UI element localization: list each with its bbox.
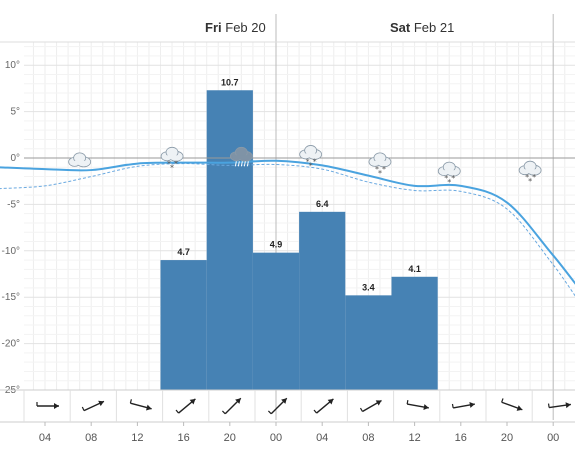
wind-arrow-icon	[129, 399, 152, 411]
svg-text:*: *	[375, 165, 379, 174]
day-label-sat: Sat Feb 21	[390, 20, 454, 35]
y-tick-label: 5°	[10, 107, 20, 118]
wind-arrow-icon	[81, 400, 105, 412]
x-tick-label: 08	[85, 432, 97, 444]
x-tick-label: 16	[455, 432, 467, 444]
y-tick-label: -20°	[2, 339, 20, 350]
svg-text:*: *	[525, 173, 529, 182]
precipitation-bar	[252, 252, 300, 390]
bar-value-label: 4.1	[408, 264, 421, 274]
svg-text:*: *	[167, 159, 171, 168]
y-tick-label: 10°	[5, 60, 20, 71]
series-line	[0, 159, 575, 285]
day-label-fri: Fri Feb 20	[205, 20, 266, 35]
cloud-snow-icon: * **	[518, 160, 542, 186]
cloud-icon	[68, 152, 92, 168]
x-tick-label: 12	[408, 432, 420, 444]
precipitation-bar	[299, 211, 346, 390]
bar-value-label: 4.9	[270, 240, 283, 250]
cloud-heavy-snow-icon	[229, 146, 253, 167]
day-date: Feb 20	[225, 20, 266, 35]
wind-arrow-icon	[267, 397, 288, 415]
wind-arrow-icon	[313, 398, 334, 414]
svg-text:*: *	[451, 174, 455, 183]
day-date: Feb 21	[413, 20, 455, 35]
precipitation-bar	[391, 276, 438, 390]
wind-arrow-icon	[547, 402, 571, 409]
bar-value-label: 6.4	[316, 199, 329, 209]
x-tick-label: 04	[39, 432, 51, 444]
svg-text:*: *	[447, 178, 451, 187]
svg-text:*: *	[170, 163, 174, 172]
wind-arrow-icon	[36, 402, 59, 409]
precipitation-bar	[206, 90, 253, 391]
wind-arrow-icon	[359, 399, 382, 413]
x-tick-label: 20	[224, 432, 236, 444]
wind-arrow-icon	[501, 398, 523, 411]
wind-arrow-icon	[406, 400, 429, 410]
svg-text:*: *	[382, 165, 386, 174]
svg-text:*: *	[309, 161, 313, 170]
wind-arrow-icon	[175, 398, 196, 414]
wind-arrow-icon	[221, 397, 242, 415]
x-tick-label: 00	[547, 432, 559, 444]
bar-value-label: 10.7	[221, 77, 239, 87]
x-tick-label: 20	[501, 432, 513, 444]
cloud-snow-icon: * **	[299, 145, 323, 170]
y-tick-label: -15°	[2, 292, 20, 303]
svg-text:*: *	[444, 174, 448, 183]
y-tick-label: -5°	[7, 199, 20, 210]
svg-text:*: *	[532, 173, 536, 182]
x-tick-label: 08	[362, 432, 374, 444]
bar-value-label: 3.4	[362, 282, 375, 292]
y-tick-label: -10°	[2, 246, 20, 257]
cloud-snow-icon: * **	[368, 152, 392, 178]
svg-text:*: *	[306, 157, 310, 166]
cloud-snow-icon: * **	[160, 146, 184, 172]
day-weekday: Fri	[205, 20, 222, 35]
x-tick-label: 00	[270, 432, 282, 444]
svg-text:*: *	[378, 169, 382, 178]
x-tick-label: 16	[177, 432, 189, 444]
x-tick-label: 04	[316, 432, 328, 444]
svg-text:*: *	[528, 177, 532, 186]
bar-value-label: 4.7	[177, 247, 190, 257]
svg-text:*: *	[174, 159, 178, 168]
series-line-dashed	[0, 163, 575, 297]
svg-text:*: *	[313, 157, 317, 166]
x-tick-label: 12	[131, 432, 143, 444]
precipitation-bar	[345, 295, 392, 390]
precipitation-bar	[160, 260, 207, 390]
y-tick-label: 0°	[10, 153, 20, 164]
wind-arrow-icon	[451, 402, 475, 409]
cloud-snow-icon: * **	[437, 161, 461, 187]
day-weekday: Sat	[390, 20, 411, 35]
